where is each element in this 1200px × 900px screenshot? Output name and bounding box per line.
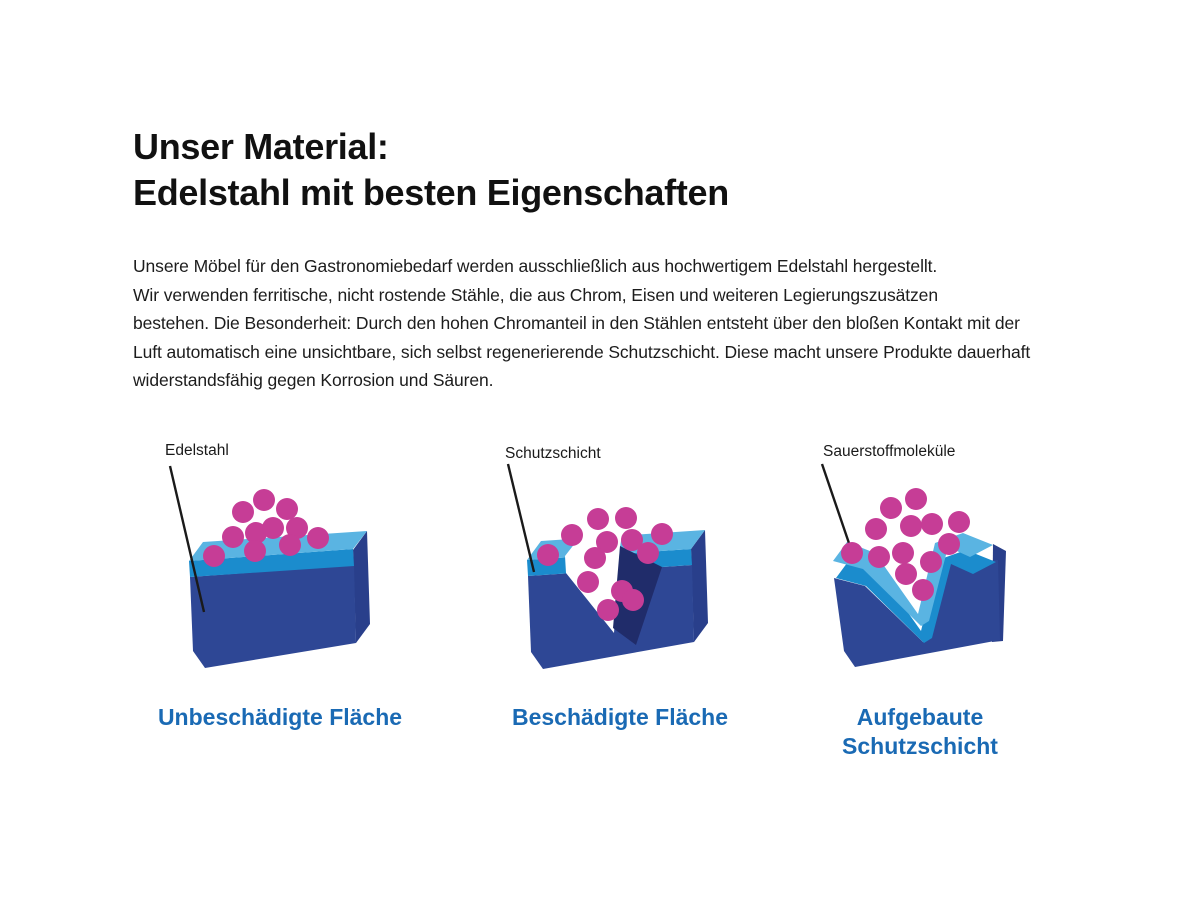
oxygen-molecule-dot bbox=[245, 522, 267, 544]
diagram-caption: Unbeschädigte Fläche bbox=[130, 703, 430, 732]
diagram-undamaged-surface: Edelstahl Unbeschädigte Fläche bbox=[130, 430, 430, 770]
oxygen-molecule-dot bbox=[537, 544, 559, 566]
intro-line: Wir verwenden ferritische, nicht rostend… bbox=[133, 284, 938, 305]
caption-line: Aufgebaute bbox=[856, 704, 984, 730]
steel-body-front bbox=[190, 565, 356, 668]
oxygen-molecule-dot bbox=[921, 513, 943, 535]
pointer-label: Edelstahl bbox=[165, 442, 229, 459]
oxygen-molecule-dot bbox=[244, 540, 266, 562]
oxygen-molecule-dot bbox=[307, 527, 329, 549]
oxygen-molecule-dot bbox=[880, 497, 902, 519]
coating-front-edge bbox=[189, 549, 354, 577]
oxygen-molecule-dot bbox=[222, 526, 244, 548]
pointer-line bbox=[168, 465, 206, 613]
oxygen-molecule-dot bbox=[868, 546, 890, 568]
oxygen-molecule-dot bbox=[900, 515, 922, 537]
oxygen-molecule-dot bbox=[253, 489, 275, 511]
pointer-line bbox=[506, 463, 536, 573]
right-side-face bbox=[353, 531, 370, 643]
pointer-label: Sauerstoffmoleküle bbox=[823, 443, 956, 460]
steel-block-illustration bbox=[168, 465, 370, 668]
oxygen-molecule-dot bbox=[651, 523, 673, 545]
page-title-line2: Edelstahl mit besten Eigenschaften bbox=[133, 172, 729, 213]
oxygen-molecule-dot bbox=[577, 571, 599, 593]
caption-line: Unbeschädigte Fläche bbox=[157, 704, 403, 730]
caption-line: Schutzschicht bbox=[842, 733, 998, 759]
oxygen-molecule-dot bbox=[279, 534, 301, 556]
oxygen-molecule-dot bbox=[597, 599, 619, 621]
steel-body-front bbox=[834, 560, 1000, 667]
diagram-rebuilt-protective-layer: Sauerstoffmoleküle Aufgebaute Schutzschi… bbox=[790, 430, 1090, 770]
diagram-damaged-surface: Schutzschicht Beschädigte Fläche bbox=[470, 430, 770, 770]
pointer-line bbox=[820, 463, 854, 553]
oxygen-molecule-dot bbox=[622, 589, 644, 611]
right-side-face bbox=[691, 530, 708, 642]
oxygen-molecule-dot bbox=[621, 529, 643, 551]
oxygen-molecule-dot bbox=[584, 547, 606, 569]
oxygen-molecule-dot bbox=[905, 488, 927, 510]
intro-paragraph: Unsere Möbel für den Gastronomiebedarf w… bbox=[133, 252, 1030, 395]
diagram-caption: Aufgebaute Schutzschicht bbox=[770, 703, 1070, 761]
oxygen-molecule-dot bbox=[615, 507, 637, 529]
oxygen-molecule-dot bbox=[203, 545, 225, 567]
steel-block-illustration bbox=[820, 463, 1006, 667]
pointer-label: Schutzschicht bbox=[505, 445, 601, 462]
intro-line: bestehen. Die Besonderheit: Durch den ho… bbox=[133, 313, 1020, 333]
oxygen-molecule-dot bbox=[587, 508, 609, 530]
oxygen-molecule-dot bbox=[276, 498, 298, 520]
intro-line: Luft automatisch eine unsichtbare, sich … bbox=[133, 341, 1031, 362]
page-title: Unser Material: Edelstahl mit besten Eig… bbox=[133, 124, 729, 216]
oxygen-molecule-dot bbox=[232, 501, 254, 523]
oxygen-molecule-dot bbox=[865, 518, 887, 540]
diagram-caption: Beschädigte Fläche bbox=[470, 703, 770, 732]
caption-line: Beschädigte Fläche bbox=[511, 704, 729, 730]
oxygen-molecule-dot bbox=[892, 542, 914, 564]
steel-block-illustration bbox=[506, 463, 708, 669]
oxygen-molecule-dot bbox=[561, 524, 583, 546]
oxygen-molecule-dot bbox=[262, 517, 284, 539]
intro-line: Unsere Möbel für den Gastronomiebedarf w… bbox=[133, 256, 938, 276]
oxygen-molecule-dot bbox=[938, 533, 960, 555]
intro-line: widerstandsfähig gegen Korrosion und Säu… bbox=[133, 370, 494, 390]
oxygen-molecule-dot bbox=[895, 563, 917, 585]
oxygen-molecule-dot bbox=[948, 511, 970, 533]
oxygen-molecule-dot bbox=[637, 542, 659, 564]
page-title-line1: Unser Material: bbox=[133, 126, 389, 167]
oxygen-molecule-dot bbox=[912, 579, 934, 601]
oxygen-molecule-dot bbox=[596, 531, 618, 553]
oxygen-molecule-dot bbox=[286, 517, 308, 539]
oxygen-molecule-dot bbox=[920, 551, 942, 573]
oxygen-molecule-dot bbox=[841, 542, 863, 564]
